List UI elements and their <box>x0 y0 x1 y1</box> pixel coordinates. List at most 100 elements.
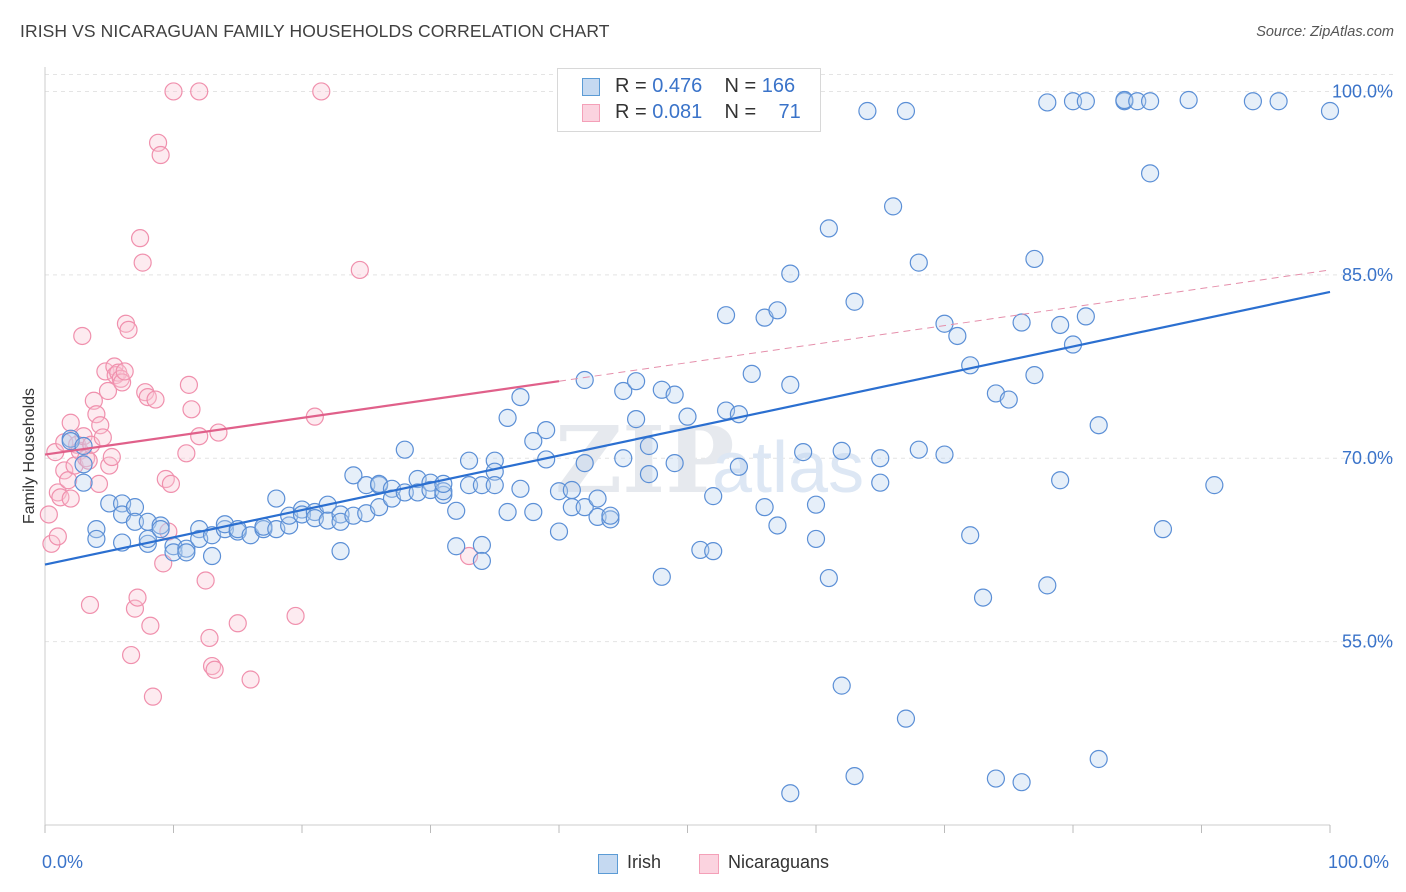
irish-point <box>100 494 119 513</box>
x-tick-max: 100.0% <box>1328 852 1390 872</box>
irish-point <box>819 219 838 238</box>
irish-point <box>626 372 646 391</box>
irish-point <box>447 501 466 520</box>
irish-point <box>280 516 299 535</box>
nicaraguans-point <box>151 145 170 165</box>
irish-point <box>1051 315 1070 335</box>
irish-point <box>511 479 530 498</box>
irish-point <box>459 476 479 495</box>
irish-point <box>1051 471 1070 490</box>
irish-point <box>125 512 145 531</box>
nicaraguans-point <box>125 599 145 618</box>
irish-point <box>1089 416 1108 435</box>
nicaraguans-point <box>179 375 199 394</box>
chart-title: IRISH VS NICARAGUAN FAMILY HOUSEHOLDS CO… <box>20 21 610 41</box>
irish-point <box>1115 90 1134 110</box>
nicaraguans-points <box>39 82 479 706</box>
irish-point <box>794 443 813 462</box>
irish-trend-line <box>44 290 1331 566</box>
irish-point <box>434 482 453 501</box>
irish-point <box>395 440 414 459</box>
irish-r-value: 0.476 <box>652 75 703 97</box>
irish-point <box>524 502 543 522</box>
axes <box>44 67 1331 833</box>
irish-point <box>459 451 479 470</box>
irish-point <box>961 526 980 545</box>
irish-point <box>781 784 800 803</box>
irish-point <box>575 370 594 390</box>
irish-point <box>871 473 890 492</box>
irish-point <box>691 540 710 560</box>
irish-point <box>909 440 928 459</box>
irish-point <box>626 410 646 429</box>
y-tick-label: 85.0% <box>1342 265 1393 285</box>
nicaraguans-point <box>39 505 58 524</box>
irish-point <box>871 449 890 468</box>
nicaraguans-point <box>128 588 147 607</box>
nicaraguans-point <box>209 423 228 442</box>
irish-point <box>935 445 954 464</box>
nicaraguans-point <box>190 82 209 101</box>
irish-point <box>665 454 684 473</box>
irish-points <box>61 90 1340 803</box>
nicaraguans-point <box>196 571 215 590</box>
irish-point <box>472 476 491 495</box>
irish-point <box>652 567 671 586</box>
nicaraguans-point <box>80 595 100 615</box>
nicaraguans-point <box>96 362 115 381</box>
nicaraguans-point <box>61 489 80 508</box>
nicaraguans-point <box>286 606 305 626</box>
irish-point <box>472 535 491 555</box>
irish-point <box>704 542 723 561</box>
nicaraguans-r-label: R = <box>615 101 653 123</box>
irish-point <box>1012 313 1031 332</box>
nicaraguans-point <box>84 391 103 410</box>
irish-point <box>768 516 787 535</box>
irish-point <box>575 498 594 517</box>
irish-point <box>125 498 145 517</box>
y-tick-label: 100.0% <box>1332 81 1393 101</box>
irish-point <box>575 454 594 473</box>
irish-point <box>614 449 633 468</box>
irish-point <box>704 487 723 506</box>
watermark-atlas: atlas <box>712 428 864 508</box>
irish-point <box>973 588 993 607</box>
stats-legend: R = 0.476 N = 166 R = 0.081 N = 71 <box>557 68 821 132</box>
nicaraguans-n-value: 71 <box>778 101 801 123</box>
irish-point <box>588 489 607 508</box>
irish-point <box>537 421 556 440</box>
nicaraguans-point <box>146 390 165 409</box>
x-tick-min: 0.0% <box>42 852 84 872</box>
irish-point <box>614 381 633 401</box>
nicaraguans-point <box>182 400 201 419</box>
irish-point <box>1140 164 1160 183</box>
irish-point <box>1038 93 1057 112</box>
irish-point <box>447 537 466 556</box>
irish-point <box>948 326 967 346</box>
nicaraguans-point <box>350 260 369 280</box>
irish-point <box>729 457 749 476</box>
nicaraguans-trend-line <box>44 380 560 456</box>
nicaraguans-point <box>61 413 80 432</box>
nicaraguans-point <box>143 687 163 706</box>
nicaraguans-point <box>55 461 74 480</box>
bottom-irish-swatch <box>598 854 618 874</box>
irish-point <box>832 676 851 695</box>
y-tick-labels: 55.0% 70.0% 85.0% 100.0% <box>1332 81 1393 651</box>
irish-point <box>87 520 106 539</box>
irish-point <box>202 546 222 566</box>
irish-point <box>639 436 659 456</box>
irish-point <box>909 253 928 272</box>
irish-point <box>845 766 864 786</box>
nicaraguans-point <box>200 628 219 648</box>
nicaraguans-point <box>161 474 181 493</box>
irish-point <box>819 568 838 588</box>
irish-point <box>678 407 697 426</box>
irish-point <box>1038 576 1057 595</box>
nicaraguans-point <box>312 82 331 101</box>
irish-point <box>1179 90 1198 110</box>
nicaraguans-point <box>156 469 175 489</box>
irish-point <box>74 455 93 474</box>
nicaraguans-point <box>73 326 92 346</box>
